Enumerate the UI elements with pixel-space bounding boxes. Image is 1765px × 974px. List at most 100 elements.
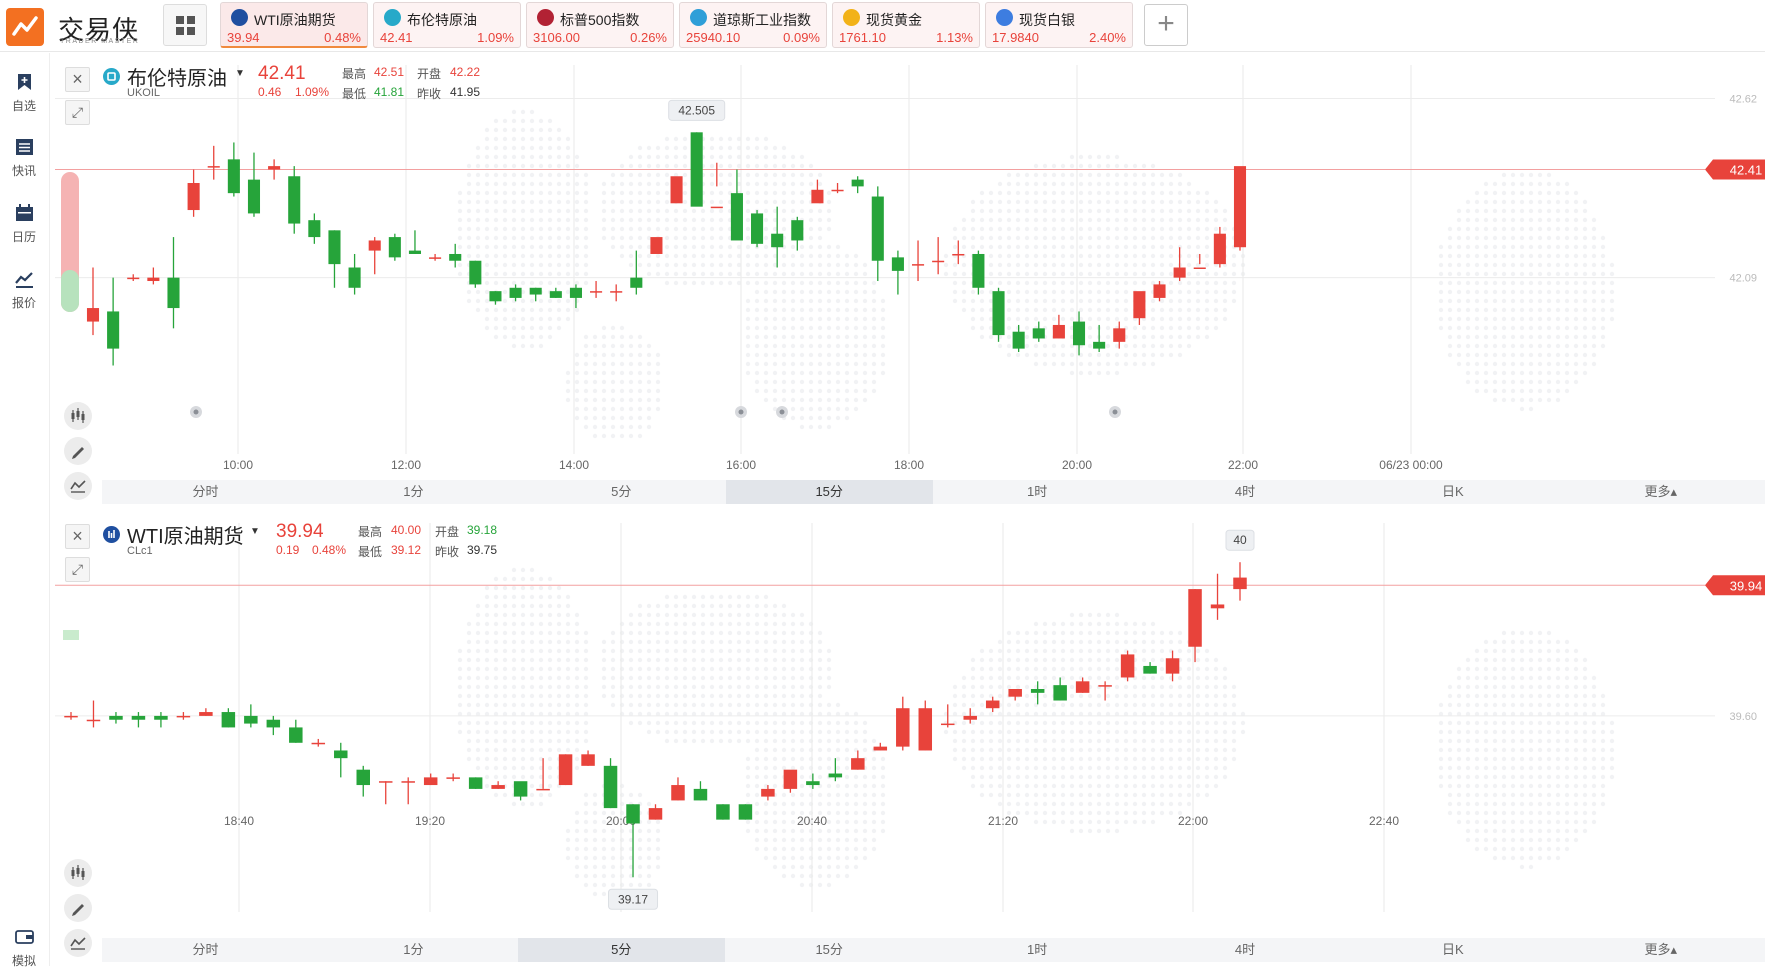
chevron-down-icon[interactable]: ▼ bbox=[250, 526, 260, 537]
map-dot bbox=[1051, 792, 1057, 798]
period-option[interactable]: 4时 bbox=[1234, 484, 1256, 499]
period-option[interactable]: 4时 bbox=[1234, 942, 1256, 957]
draw-tool-button[interactable] bbox=[64, 894, 92, 922]
map-dot bbox=[1213, 774, 1219, 780]
expand-panel-button[interactable]: ⤢ bbox=[65, 100, 90, 125]
period-option[interactable]: 1时 bbox=[1026, 484, 1048, 499]
map-dot bbox=[835, 756, 841, 762]
map-dot bbox=[799, 720, 805, 726]
map-dot bbox=[529, 226, 535, 232]
map-dot bbox=[583, 864, 589, 870]
map-dot bbox=[1006, 307, 1012, 313]
map-dot bbox=[1141, 280, 1147, 286]
map-dot bbox=[1024, 298, 1030, 304]
add-symbol-button[interactable]: + bbox=[1144, 4, 1188, 46]
tab-symbol[interactable]: 标普500指数 3106.00 0.26% bbox=[526, 2, 674, 48]
map-dot bbox=[538, 208, 544, 214]
map-dot bbox=[1483, 774, 1489, 780]
map-dot bbox=[547, 612, 553, 618]
map-dot bbox=[826, 244, 832, 250]
map-dot bbox=[736, 253, 742, 259]
symbol-name[interactable]: WTI原油期货 bbox=[127, 526, 244, 548]
map-dot bbox=[772, 729, 778, 735]
period-option[interactable]: 1时 bbox=[1026, 942, 1048, 957]
map-dot bbox=[1177, 244, 1183, 250]
map-dot bbox=[484, 621, 490, 627]
map-dot bbox=[691, 666, 697, 672]
period-option[interactable]: 15分 bbox=[815, 942, 843, 957]
tab-symbol[interactable]: WTI原油期货 39.94 0.48% bbox=[220, 2, 368, 48]
period-option[interactable]: 分时 bbox=[192, 484, 219, 499]
map-dot bbox=[781, 280, 787, 286]
map-dot bbox=[1024, 316, 1030, 322]
period-option[interactable]: 5分 bbox=[611, 484, 632, 499]
sidebar-item-demo[interactable]: 模拟 bbox=[0, 918, 50, 974]
candlestick-chart-brent[interactable]: 10:00 12:00 14:00 16:00 18:00 20:00 22:00 06/23… bbox=[55, 55, 1765, 485]
period-option[interactable]: 更多▴ bbox=[1644, 942, 1678, 957]
map-dot bbox=[529, 127, 535, 133]
chevron-down-icon[interactable]: ▼ bbox=[235, 68, 245, 79]
map-dot bbox=[628, 181, 634, 187]
map-dot bbox=[745, 334, 751, 340]
map-dot bbox=[844, 864, 850, 870]
tab-symbol[interactable]: 现货白银 17.9840 2.40% bbox=[985, 2, 1133, 48]
map-dot bbox=[1213, 325, 1219, 331]
sidebar-item-news[interactable]: 快讯 bbox=[0, 128, 50, 184]
map-dot bbox=[1474, 684, 1480, 690]
period-option[interactable]: 更多▴ bbox=[1644, 484, 1678, 499]
map-dot bbox=[1222, 271, 1228, 277]
map-dot bbox=[475, 253, 481, 259]
candle bbox=[227, 142, 240, 197]
tab-symbol[interactable]: 现货黄金 1761.10 1.13% bbox=[832, 2, 980, 48]
map-dot bbox=[790, 864, 796, 870]
symbol-name[interactable]: 布伦特原油 bbox=[127, 68, 227, 90]
sidebar-item-quotes[interactable]: 报价 bbox=[0, 260, 50, 316]
map-dot bbox=[817, 738, 823, 744]
map-dot bbox=[799, 675, 805, 681]
map-dot bbox=[1105, 720, 1111, 726]
sidebar-item-calendar[interactable]: 日历 bbox=[0, 194, 50, 250]
close-panel-button[interactable]: × bbox=[65, 67, 90, 92]
map-dot bbox=[718, 675, 724, 681]
map-dot bbox=[601, 666, 607, 672]
chart-type-button[interactable] bbox=[64, 859, 92, 887]
map-dot bbox=[763, 361, 769, 367]
map-dot bbox=[1537, 819, 1543, 825]
map-dot bbox=[1033, 217, 1039, 223]
period-option[interactable]: 1分 bbox=[403, 942, 424, 957]
candle-body bbox=[1213, 233, 1226, 265]
close-panel-button[interactable]: × bbox=[65, 524, 90, 549]
candlestick-chart-wti[interactable]: 18:40 19:20 20:00 20:40 21:20 22:00 22:4039.60… bbox=[55, 513, 1765, 943]
map-dot bbox=[754, 783, 760, 789]
map-dot bbox=[1555, 298, 1561, 304]
indicator-button[interactable] bbox=[64, 472, 92, 500]
logo[interactable]: 交易侠 TRADER MASTER bbox=[6, 8, 156, 46]
map-dot bbox=[1087, 208, 1093, 214]
tab-symbol[interactable]: 道琼斯工业指数 25940.10 0.09% bbox=[679, 2, 827, 48]
map-dot bbox=[1231, 729, 1237, 735]
period-option[interactable]: 15分 bbox=[725, 480, 933, 504]
map-dot bbox=[754, 765, 760, 771]
indicator-button[interactable] bbox=[64, 929, 92, 957]
period-option[interactable]: 分时 bbox=[192, 942, 219, 957]
map-dot bbox=[592, 397, 598, 403]
map-dot bbox=[646, 684, 652, 690]
candle-body bbox=[603, 765, 618, 809]
draw-tool-button[interactable] bbox=[64, 437, 92, 465]
sidebar-item-watchlist[interactable]: 自选 bbox=[0, 63, 50, 119]
map-dot bbox=[1600, 729, 1606, 735]
map-dot bbox=[826, 801, 832, 807]
map-dot bbox=[1465, 370, 1471, 376]
chart-type-button[interactable] bbox=[64, 402, 92, 430]
map-dot bbox=[1105, 738, 1111, 744]
period-option[interactable]: 5分 bbox=[517, 938, 725, 962]
expand-panel-button[interactable]: ⤢ bbox=[65, 557, 90, 582]
map-dot bbox=[601, 684, 607, 690]
period-option[interactable]: 日K bbox=[1442, 942, 1464, 957]
tab-symbol[interactable]: 布伦特原油 42.41 1.09% bbox=[373, 2, 521, 48]
period-option[interactable]: 日K bbox=[1442, 484, 1464, 499]
map-dot bbox=[1231, 711, 1237, 717]
layout-grid-button[interactable] bbox=[163, 4, 207, 46]
map-dot bbox=[1123, 343, 1129, 349]
period-option[interactable]: 1分 bbox=[403, 484, 424, 499]
